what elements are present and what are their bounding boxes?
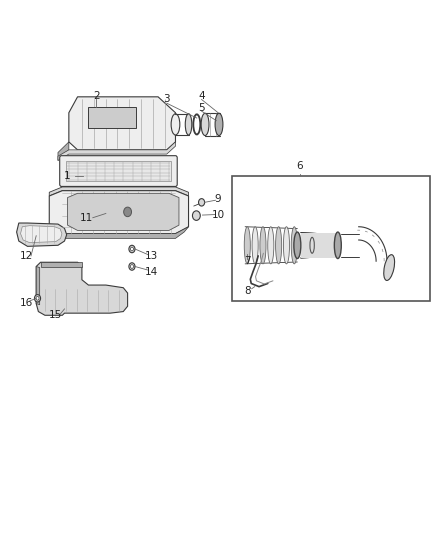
Text: 7: 7	[244, 256, 251, 266]
Ellipse shape	[124, 207, 131, 216]
Polygon shape	[21, 225, 62, 243]
Text: 11: 11	[80, 213, 93, 223]
Text: 9: 9	[215, 193, 222, 204]
Ellipse shape	[129, 263, 135, 270]
Ellipse shape	[283, 227, 290, 264]
Text: 1: 1	[64, 172, 71, 181]
Bar	[66, 161, 171, 181]
Ellipse shape	[215, 114, 223, 135]
Ellipse shape	[268, 227, 274, 264]
Ellipse shape	[291, 227, 297, 264]
Ellipse shape	[201, 114, 209, 135]
Ellipse shape	[198, 199, 205, 206]
Bar	[88, 108, 136, 127]
Ellipse shape	[131, 265, 134, 268]
Ellipse shape	[192, 211, 200, 220]
Polygon shape	[67, 193, 179, 230]
Ellipse shape	[171, 114, 180, 135]
Text: 15: 15	[49, 310, 63, 320]
Polygon shape	[49, 191, 188, 233]
Text: 3: 3	[163, 94, 170, 104]
Polygon shape	[58, 142, 176, 160]
Text: 8: 8	[244, 286, 251, 296]
Text: 16: 16	[20, 297, 33, 308]
Bar	[301, 232, 338, 258]
Ellipse shape	[260, 227, 266, 264]
Ellipse shape	[334, 232, 341, 259]
Polygon shape	[41, 262, 82, 266]
Ellipse shape	[131, 247, 134, 251]
Ellipse shape	[129, 245, 135, 253]
Polygon shape	[58, 142, 69, 160]
Text: 6: 6	[296, 161, 303, 171]
Text: 2: 2	[93, 91, 99, 101]
Polygon shape	[49, 227, 188, 238]
Polygon shape	[17, 223, 67, 246]
Ellipse shape	[276, 227, 282, 264]
Ellipse shape	[36, 296, 39, 300]
Ellipse shape	[294, 232, 301, 259]
Polygon shape	[36, 262, 127, 316]
Ellipse shape	[244, 227, 251, 264]
FancyBboxPatch shape	[60, 156, 177, 187]
Ellipse shape	[185, 114, 192, 135]
Polygon shape	[69, 97, 176, 150]
Text: 10: 10	[212, 209, 225, 220]
Polygon shape	[49, 187, 188, 196]
Ellipse shape	[252, 227, 258, 264]
Bar	[232, 176, 430, 301]
Ellipse shape	[384, 255, 395, 280]
Text: 13: 13	[145, 252, 158, 261]
Text: 5: 5	[198, 103, 205, 114]
Text: 4: 4	[198, 91, 205, 101]
Ellipse shape	[35, 295, 41, 302]
Polygon shape	[36, 266, 40, 305]
Text: 12: 12	[20, 251, 33, 261]
Text: 14: 14	[145, 267, 158, 277]
